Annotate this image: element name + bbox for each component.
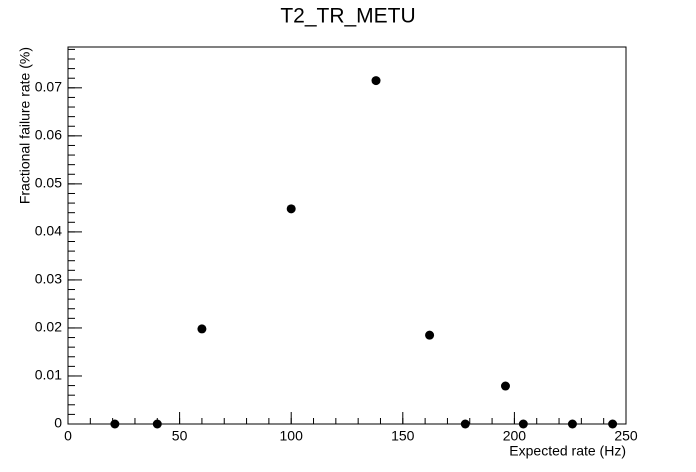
chart-title: T2_TR_METU xyxy=(280,5,415,28)
data-point xyxy=(286,204,296,214)
x-tick-label: 250 xyxy=(614,428,638,444)
x-tick-label: 100 xyxy=(280,428,304,444)
y-tick-label: 0.02 xyxy=(35,319,62,335)
x-tick-label: 0 xyxy=(64,428,72,444)
data-point xyxy=(567,419,577,429)
x-tick-label: 50 xyxy=(172,428,188,444)
plot-frame xyxy=(67,46,627,425)
y-axis-label: Fractional failure rate (%) xyxy=(17,47,33,204)
y-tick-label: 0.06 xyxy=(35,127,62,143)
data-point xyxy=(460,419,470,429)
x-axis-label: Expected rate (Hz) xyxy=(509,443,626,459)
y-tick-label: 0.07 xyxy=(35,79,62,95)
data-point xyxy=(500,381,510,391)
data-point xyxy=(608,419,618,429)
data-point xyxy=(371,76,381,86)
data-point xyxy=(152,419,162,429)
y-tick-label: 0 xyxy=(54,415,62,431)
y-tick-label: 0.05 xyxy=(35,175,62,191)
data-point xyxy=(518,419,528,429)
y-tick-label: 0.04 xyxy=(35,223,62,239)
data-point xyxy=(425,330,435,340)
y-tick-label: 0.01 xyxy=(35,367,62,383)
x-tick-label: 200 xyxy=(503,428,527,444)
y-tick-label: 0.03 xyxy=(35,271,62,287)
x-tick-label: 150 xyxy=(391,428,415,444)
data-point xyxy=(197,324,207,334)
data-point xyxy=(110,419,120,429)
